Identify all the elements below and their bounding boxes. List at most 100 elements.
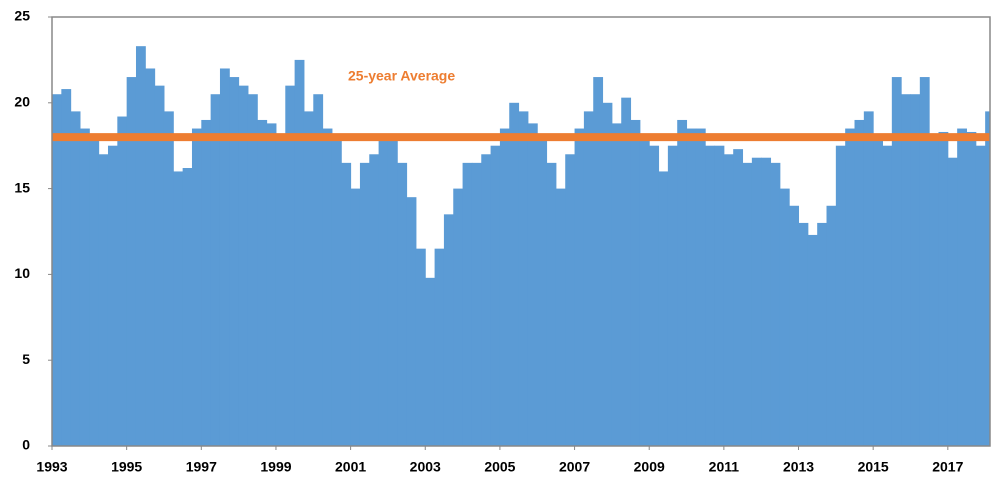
bar bbox=[79, 128, 90, 446]
bar bbox=[247, 94, 258, 446]
bar bbox=[173, 171, 184, 446]
bar bbox=[481, 154, 492, 446]
bar bbox=[415, 248, 426, 446]
y-tick-label: 10 bbox=[14, 265, 30, 281]
bar bbox=[985, 111, 990, 446]
bar bbox=[751, 157, 762, 446]
bar bbox=[574, 128, 585, 446]
bar bbox=[322, 128, 333, 446]
bar bbox=[854, 119, 865, 446]
x-tick-label: 1997 bbox=[186, 459, 217, 475]
bar bbox=[919, 77, 930, 446]
bar bbox=[873, 137, 884, 446]
bar bbox=[89, 140, 100, 446]
x-tick-label: 1993 bbox=[36, 459, 67, 475]
bar bbox=[761, 157, 772, 446]
bar bbox=[677, 119, 688, 446]
bar bbox=[835, 145, 846, 446]
x-tick-label: 2011 bbox=[709, 459, 740, 475]
bar bbox=[686, 128, 697, 446]
bar bbox=[238, 85, 249, 446]
bar bbox=[359, 162, 370, 446]
bar bbox=[658, 171, 669, 446]
x-tick-label: 2015 bbox=[858, 459, 889, 475]
bar bbox=[863, 111, 874, 446]
bar bbox=[219, 68, 230, 446]
bar bbox=[117, 116, 128, 446]
bar bbox=[331, 140, 342, 446]
bar bbox=[387, 137, 398, 446]
bar bbox=[947, 157, 958, 446]
bar bbox=[630, 119, 641, 446]
x-tick-label: 2005 bbox=[484, 459, 515, 475]
bar bbox=[602, 102, 613, 446]
bar bbox=[714, 145, 725, 446]
bar bbox=[509, 102, 520, 446]
bar bbox=[817, 222, 828, 446]
bar bbox=[555, 188, 566, 446]
bar bbox=[667, 145, 678, 446]
x-tick-label: 2017 bbox=[932, 459, 963, 475]
bar bbox=[518, 111, 529, 446]
bar bbox=[210, 94, 221, 446]
y-tick-label: 15 bbox=[14, 179, 30, 195]
bar bbox=[126, 77, 137, 446]
bar bbox=[182, 168, 193, 446]
bar bbox=[639, 137, 650, 446]
bar bbox=[537, 137, 548, 446]
bar bbox=[443, 214, 454, 446]
bar bbox=[61, 89, 72, 446]
bar bbox=[611, 123, 622, 446]
bar bbox=[313, 94, 324, 446]
bar bbox=[742, 162, 753, 446]
bar bbox=[733, 149, 744, 446]
bar bbox=[966, 131, 977, 446]
bar bbox=[275, 137, 286, 446]
bar bbox=[266, 123, 277, 446]
bar bbox=[378, 140, 389, 446]
bar bbox=[350, 188, 361, 446]
bar bbox=[369, 154, 380, 446]
bar bbox=[229, 77, 240, 446]
bar bbox=[52, 94, 62, 446]
bar bbox=[826, 205, 837, 446]
bar bbox=[546, 162, 557, 446]
bar bbox=[845, 128, 856, 446]
x-tick-label: 1999 bbox=[260, 459, 291, 475]
bar bbox=[929, 137, 939, 446]
bar bbox=[145, 68, 156, 446]
bar bbox=[807, 234, 818, 446]
bar bbox=[593, 77, 604, 446]
bar bbox=[723, 154, 734, 446]
bar bbox=[434, 248, 445, 446]
bar bbox=[98, 154, 109, 446]
x-tick-label: 2007 bbox=[559, 459, 590, 475]
bar bbox=[303, 111, 314, 446]
bar bbox=[70, 111, 81, 446]
bar bbox=[705, 145, 716, 446]
bar bbox=[397, 162, 408, 446]
y-tick-label: 5 bbox=[22, 351, 30, 367]
x-tick-label: 2009 bbox=[634, 459, 665, 475]
plot-area bbox=[52, 46, 990, 446]
x-tick-label: 2003 bbox=[410, 459, 441, 475]
bar bbox=[910, 94, 921, 446]
x-tick-label: 1995 bbox=[111, 459, 142, 475]
bar bbox=[770, 162, 781, 446]
bar bbox=[425, 277, 436, 446]
bar bbox=[938, 131, 949, 446]
x-tick-label: 2001 bbox=[335, 459, 366, 475]
y-tick-label: 0 bbox=[22, 437, 30, 453]
bar bbox=[901, 94, 911, 446]
bar bbox=[490, 145, 501, 446]
bar bbox=[453, 188, 464, 446]
bar bbox=[798, 222, 809, 446]
bar bbox=[107, 145, 118, 446]
bar bbox=[891, 77, 902, 446]
x-tick-label: 2013 bbox=[783, 459, 814, 475]
bar bbox=[789, 205, 800, 446]
bar bbox=[499, 128, 510, 446]
bar bbox=[294, 59, 305, 446]
bar bbox=[462, 162, 473, 446]
